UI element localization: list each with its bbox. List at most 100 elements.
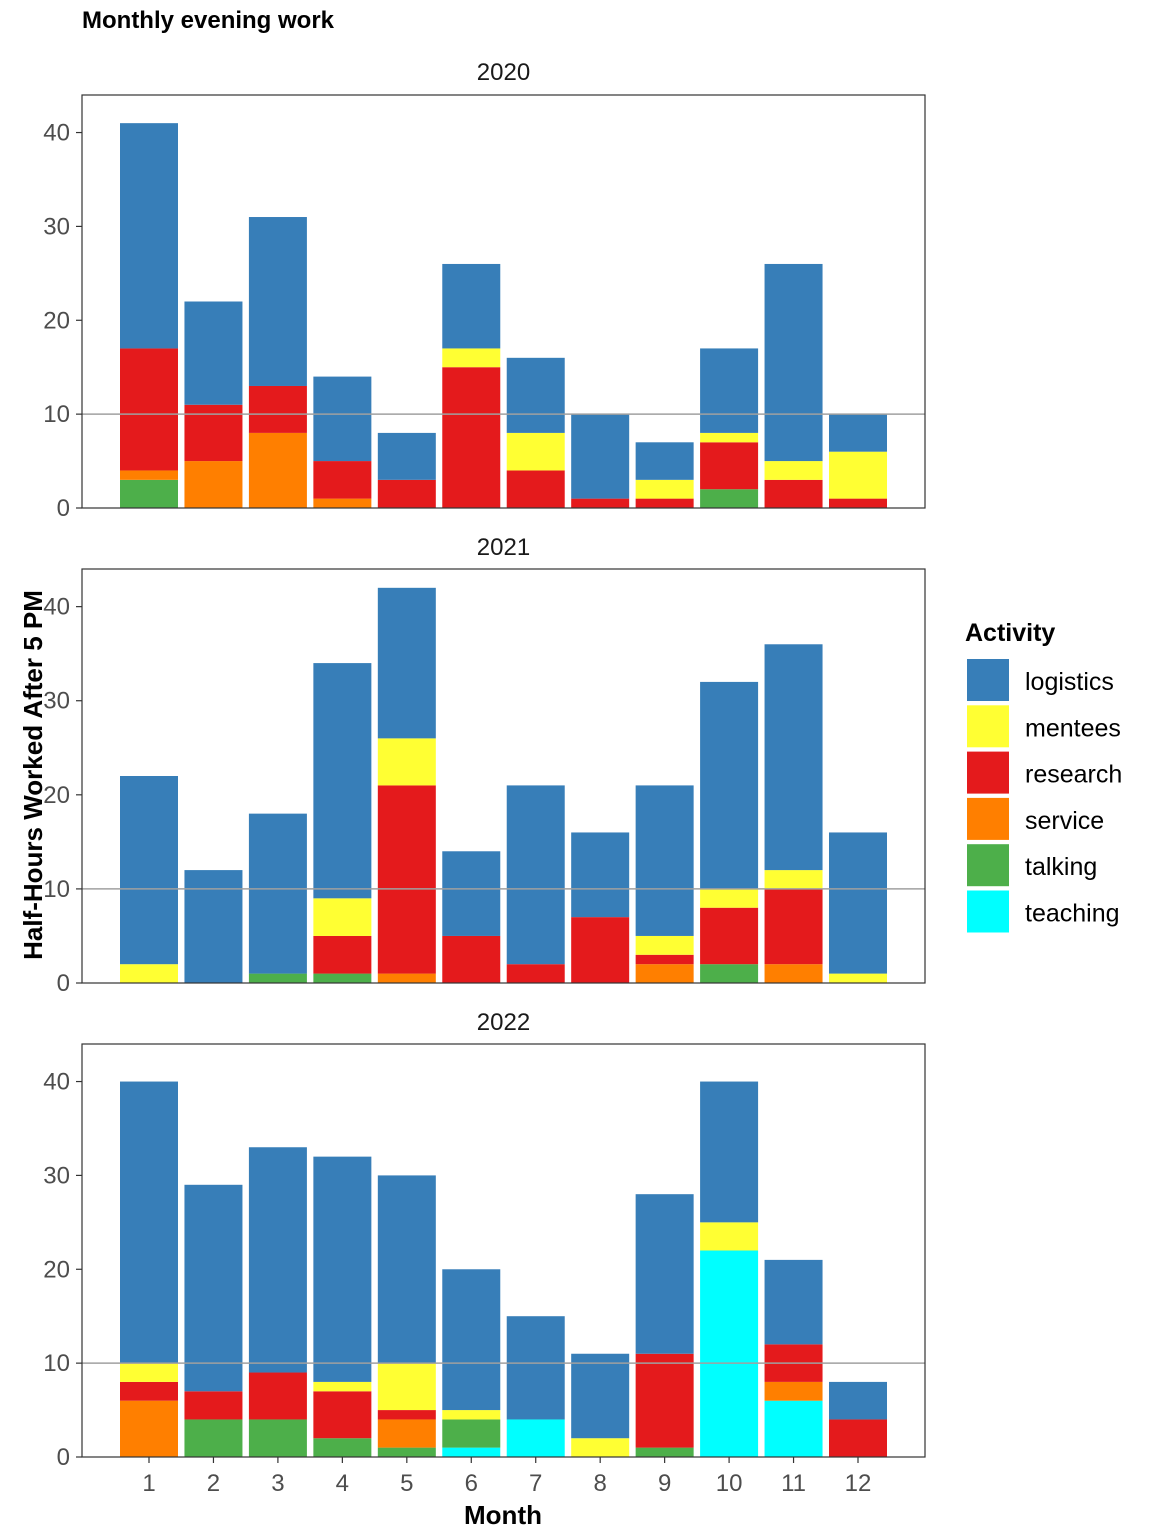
bar-segment-talking bbox=[700, 489, 759, 508]
bar-segment-logistics bbox=[313, 663, 372, 899]
y-tick-label: 40 bbox=[43, 120, 70, 147]
bar-segment-logistics bbox=[635, 442, 694, 480]
bar-segment-service bbox=[120, 470, 178, 480]
bar-segment-logistics bbox=[120, 123, 178, 349]
bar-segment-logistics bbox=[764, 263, 823, 462]
bar-segment-logistics bbox=[829, 414, 887, 452]
bar-segment-research bbox=[571, 917, 630, 983]
bar-segment-teaching bbox=[764, 1400, 823, 1457]
panel-2021: 2021 0 10 20 30 40 bbox=[43, 534, 926, 997]
bar-segment-research bbox=[313, 461, 372, 499]
legend-label-teaching: teaching bbox=[1025, 900, 1120, 928]
legend-key-talking bbox=[967, 844, 1009, 887]
bar-segment-mentees bbox=[635, 479, 694, 499]
x-tick-label: 5 bbox=[400, 1470, 413, 1497]
bar-segment-logistics bbox=[506, 357, 565, 433]
bar-segment-talking bbox=[248, 973, 307, 983]
bar-segment-logistics bbox=[571, 832, 630, 918]
bar-segment-logistics bbox=[248, 1147, 307, 1373]
x-tick-label: 11 bbox=[781, 1470, 806, 1497]
x-tick-label: 7 bbox=[529, 1470, 542, 1497]
x-tick-label: 12 bbox=[845, 1470, 872, 1497]
bar-segment-service bbox=[313, 498, 372, 508]
legend-label-research: research bbox=[1025, 761, 1122, 789]
y-tick-label: 20 bbox=[43, 782, 70, 809]
bar-segment-logistics bbox=[184, 870, 243, 983]
legend-label-talking: talking bbox=[1025, 853, 1097, 881]
bar-segment-research bbox=[829, 498, 887, 508]
panel-border bbox=[81, 94, 926, 509]
y-tick-label: 20 bbox=[43, 1256, 70, 1283]
bar-segment-research bbox=[377, 479, 436, 508]
bar-segment-mentees bbox=[764, 461, 823, 480]
bar-segment-research bbox=[377, 1410, 436, 1420]
x-tick-label: 9 bbox=[658, 1470, 671, 1497]
bar-segment-talking bbox=[700, 964, 759, 983]
bar-segment-logistics bbox=[313, 1156, 372, 1382]
legend-title: Activity bbox=[965, 619, 1055, 647]
bar-segment-mentees bbox=[635, 935, 694, 955]
y-tick-label: 40 bbox=[43, 594, 70, 621]
y-tick-label: 30 bbox=[43, 1162, 70, 1189]
y-tick-label: 0 bbox=[57, 1444, 70, 1471]
x-tick-label: 10 bbox=[716, 1470, 743, 1497]
bar-segment-talking bbox=[442, 1419, 501, 1448]
bar-segment-service bbox=[377, 973, 436, 983]
bar-segment-mentees bbox=[571, 1438, 630, 1457]
bar-segment-research bbox=[506, 964, 565, 983]
bar-segment-teaching bbox=[700, 1250, 759, 1457]
bar-segment-logistics bbox=[377, 1175, 436, 1364]
bar-segment-logistics bbox=[635, 785, 694, 936]
legend-key-research bbox=[967, 751, 1009, 794]
y-tick-label: 10 bbox=[43, 876, 70, 903]
bar-segment-logistics bbox=[829, 832, 887, 974]
bar-segment-research bbox=[248, 1372, 307, 1420]
bar-segment-logistics bbox=[442, 263, 501, 349]
x-tick-label: 2 bbox=[207, 1470, 220, 1497]
bar-segment-logistics bbox=[377, 587, 436, 739]
facet-panels: 2020 0 10 20 30 40 2021 0 10 20 30 40 2022 0 10 20 30 40 1… bbox=[43, 59, 926, 1497]
bar-segment-service bbox=[764, 1381, 823, 1401]
bar-segment-mentees bbox=[700, 1222, 759, 1251]
bar-segment-logistics bbox=[248, 813, 307, 974]
bar-segment-mentees bbox=[442, 1410, 501, 1420]
bar-segment-talking bbox=[184, 1419, 243, 1457]
bar-segment-service bbox=[184, 461, 243, 508]
y-tick-label: 30 bbox=[43, 213, 70, 240]
bar-segment-logistics bbox=[248, 217, 307, 386]
bar-segment-research bbox=[635, 498, 694, 508]
legend-label-mentees: mentees bbox=[1025, 714, 1121, 742]
bar-segment-mentees bbox=[700, 888, 759, 908]
panel-strip-label: 2020 bbox=[477, 59, 530, 86]
x-axis-title: Month bbox=[464, 1500, 542, 1530]
bar-segment-logistics bbox=[700, 348, 759, 433]
bar-segment-teaching bbox=[506, 1419, 565, 1457]
bar-segment-mentees bbox=[313, 898, 372, 936]
legend-key-service bbox=[967, 797, 1009, 840]
bar-segment-mentees bbox=[829, 973, 887, 983]
bar-segment-mentees bbox=[442, 348, 501, 368]
bar-segment-research bbox=[506, 470, 565, 508]
bar-segment-logistics bbox=[377, 432, 436, 480]
panel-strip-label: 2022 bbox=[477, 1009, 530, 1036]
bar-segment-logistics bbox=[506, 785, 565, 965]
bar-segment-mentees bbox=[764, 870, 823, 889]
bar-segment-research bbox=[377, 785, 436, 974]
bar-segment-research bbox=[184, 1391, 243, 1420]
bar-segment-research bbox=[635, 954, 694, 965]
bar-segment-service bbox=[120, 1400, 178, 1457]
bar-segment-mentees bbox=[313, 1381, 372, 1392]
bar-segment-research bbox=[700, 442, 759, 490]
bar-segment-logistics bbox=[700, 681, 759, 889]
legend-label-logistics: logistics bbox=[1025, 668, 1114, 696]
x-tick-label: 6 bbox=[465, 1470, 478, 1497]
bar-segment-research bbox=[442, 367, 501, 508]
x-tick-label: 3 bbox=[271, 1470, 284, 1497]
bar-segment-talking bbox=[248, 1419, 307, 1457]
legend-key-teaching bbox=[967, 890, 1009, 933]
y-tick-label: 40 bbox=[43, 1069, 70, 1096]
bar-segment-talking bbox=[313, 1438, 372, 1457]
bar-segment-teaching bbox=[442, 1447, 501, 1457]
panel-border bbox=[81, 568, 926, 984]
